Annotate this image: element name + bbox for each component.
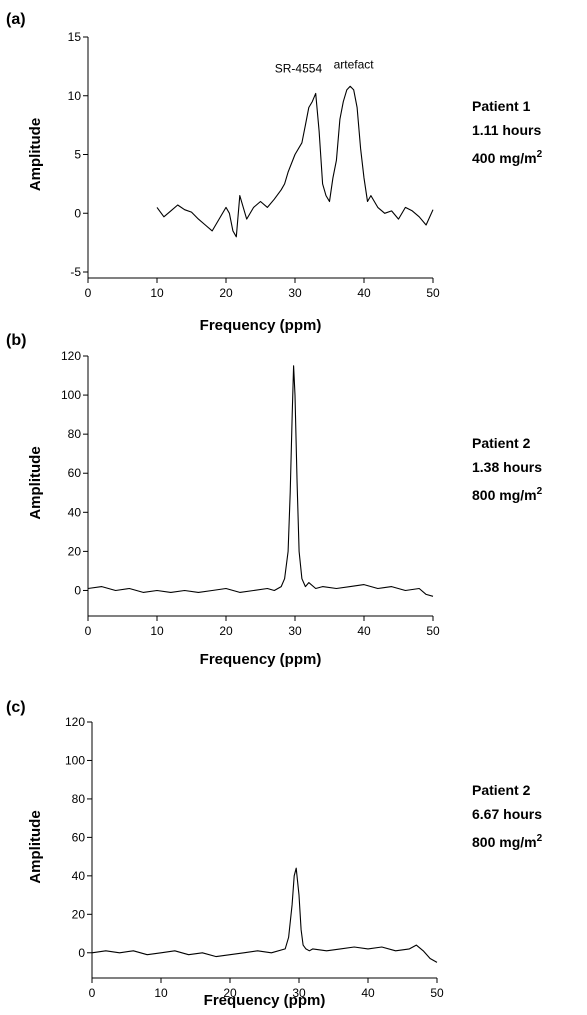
- y-tick-label: 0: [78, 946, 85, 960]
- x-tick-label: 0: [85, 624, 92, 638]
- side-text-time: 1.38 hours: [472, 459, 542, 475]
- y-tick-label: 120: [61, 349, 81, 363]
- x-tick-label: 30: [292, 986, 306, 1000]
- x-axis-label: Frequency (ppm): [200, 651, 322, 668]
- panel-label: (a): [6, 11, 26, 28]
- x-tick-label: 40: [357, 624, 371, 638]
- panel-label: (b): [6, 332, 26, 349]
- side-text-time: 6.67 hours: [472, 806, 542, 822]
- side-text-dose-superscript: 2: [537, 833, 543, 844]
- side-text-patient: Patient 2: [472, 435, 531, 451]
- side-text-dose-superscript: 2: [537, 486, 543, 497]
- x-tick-label: 0: [85, 286, 92, 300]
- x-tick-label: 10: [150, 624, 164, 638]
- x-tick-label: 0: [89, 986, 96, 1000]
- series-line: [156, 85, 434, 238]
- x-tick-label: 40: [361, 986, 375, 1000]
- y-tick-label: 80: [72, 792, 86, 806]
- x-axis-label: Frequency (ppm): [200, 317, 322, 334]
- x-tick-label: 20: [223, 986, 237, 1000]
- x-tick-label: 20: [219, 286, 233, 300]
- annotation: artefact: [334, 58, 375, 72]
- y-tick-label: 80: [68, 427, 82, 441]
- y-tick-label: 15: [68, 30, 82, 44]
- y-axis-label: Amplitude: [27, 810, 44, 883]
- side-text-dose-superscript: 2: [537, 149, 543, 160]
- y-tick-label: 5: [74, 148, 81, 162]
- side-text-dose: 800 mg/m2: [472, 833, 543, 850]
- y-tick-label: 60: [68, 466, 82, 480]
- x-tick-label: 10: [150, 286, 164, 300]
- x-tick-label: 30: [288, 286, 302, 300]
- y-tick-label: 60: [72, 830, 86, 844]
- x-tick-label: 20: [219, 624, 233, 638]
- y-axis-label: Amplitude: [27, 118, 44, 191]
- side-text-time: 1.11 hours: [472, 122, 541, 138]
- y-tick-label: 0: [74, 583, 81, 597]
- x-tick-label: 50: [430, 986, 444, 1000]
- x-tick-label: 50: [426, 624, 440, 638]
- x-tick-label: 40: [357, 286, 371, 300]
- panel-label: (c): [6, 699, 26, 716]
- y-tick-label: 20: [68, 544, 82, 558]
- y-tick-label: 100: [61, 388, 81, 402]
- x-tick-label: 30: [288, 624, 302, 638]
- side-text-dose: 400 mg/m2: [472, 149, 543, 166]
- series-line: [91, 867, 438, 963]
- x-tick-label: 10: [154, 986, 168, 1000]
- y-axis-label: Amplitude: [27, 446, 44, 519]
- annotation: SR-4554: [275, 61, 323, 75]
- side-text-patient: Patient 1: [472, 98, 531, 114]
- y-tick-label: -5: [70, 265, 81, 279]
- x-tick-label: 50: [426, 286, 440, 300]
- y-tick-label: 40: [68, 505, 82, 519]
- y-tick-label: 100: [65, 753, 85, 767]
- y-tick-label: 10: [68, 89, 82, 103]
- side-text-dose: 800 mg/m2: [472, 486, 543, 503]
- y-tick-label: 120: [65, 715, 85, 729]
- series-line: [87, 365, 434, 597]
- y-tick-label: 20: [72, 907, 86, 921]
- x-axis-label: Frequency (ppm): [204, 992, 326, 1009]
- y-tick-label: 0: [74, 206, 81, 220]
- y-tick-label: 40: [72, 869, 86, 883]
- side-text-patient: Patient 2: [472, 782, 531, 798]
